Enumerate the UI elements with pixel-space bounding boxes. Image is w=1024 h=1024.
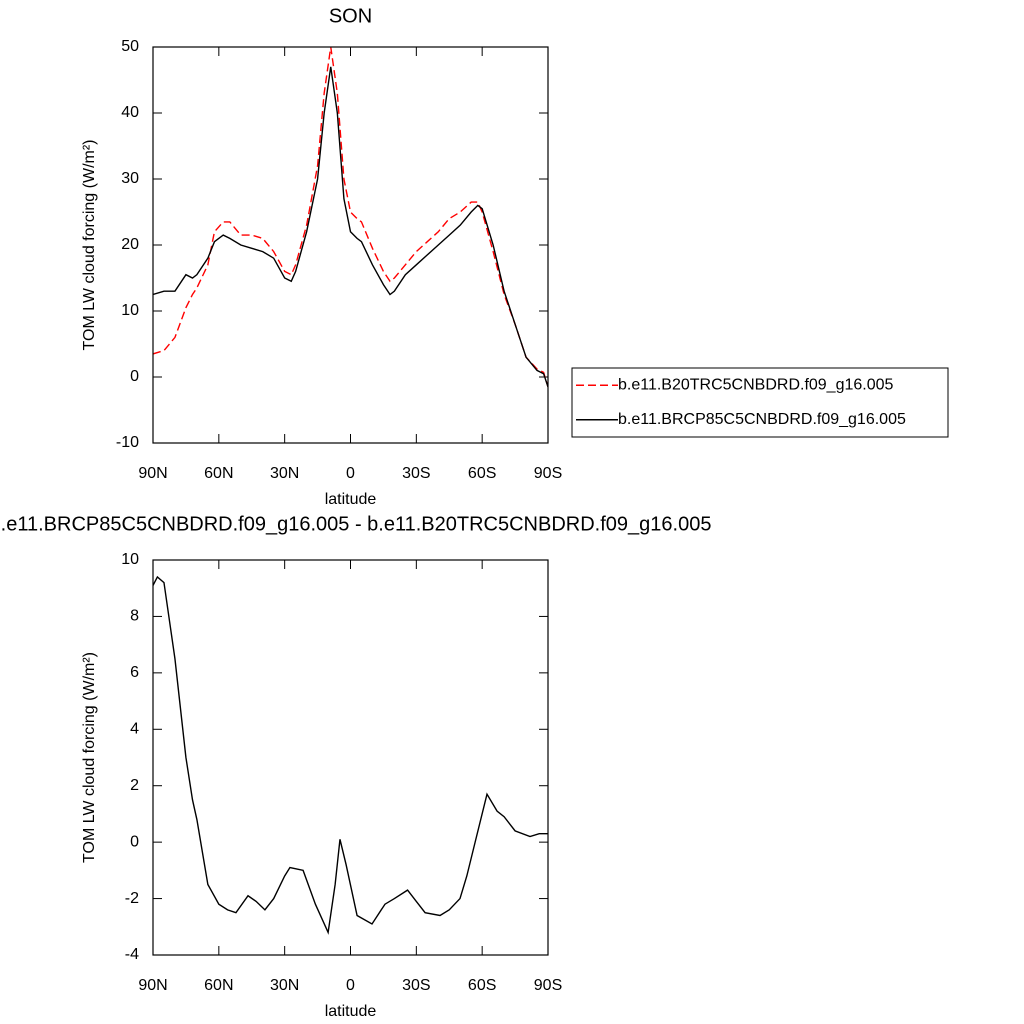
y-tick-label: 30 xyxy=(121,170,139,187)
x-tick-label: 0 xyxy=(346,977,355,994)
x-tick-label: 90S xyxy=(534,977,562,994)
y-axis-label: TOM LW cloud forcing (W/m²) xyxy=(81,652,98,863)
y-tick-label: 10 xyxy=(121,551,139,568)
data-line xyxy=(153,575,548,935)
x-tick-label: 0 xyxy=(346,465,355,482)
data-line xyxy=(153,47,548,388)
y-tick-label: 4 xyxy=(130,721,139,738)
x-axis-label: latitude xyxy=(325,491,377,508)
y-tick-label: 0 xyxy=(130,833,139,850)
x-axis-label: latitude xyxy=(325,1003,377,1020)
y-tick-label: -4 xyxy=(125,946,139,963)
y-tick-label: 8 xyxy=(130,608,139,625)
y-tick-label: 20 xyxy=(121,236,139,253)
x-tick-label: 60N xyxy=(204,465,233,482)
y-tick-label: 2 xyxy=(130,777,139,794)
y-tick-label: 50 xyxy=(121,38,139,55)
plot-frame xyxy=(152,559,549,956)
x-tick-label: 90N xyxy=(138,977,167,994)
y-tick-label: 0 xyxy=(130,368,139,385)
legend-label: b.e11.B20TRC5CNBDRD.f09_g16.005 xyxy=(618,376,894,393)
chart-title: b.e11.BRCP85C5CNBDRD.f09_g16.005 - b.e11… xyxy=(0,513,711,535)
y-tick-label: 10 xyxy=(121,302,139,319)
legend-label: b.e11.BRCP85C5CNBDRD.f09_g16.005 xyxy=(618,411,906,428)
x-tick-label: 90S xyxy=(534,465,562,482)
x-tick-label: 60S xyxy=(468,977,496,994)
x-tick-label: 60S xyxy=(468,465,496,482)
x-tick-label: 60N xyxy=(204,977,233,994)
x-tick-label: 30N xyxy=(270,977,299,994)
y-tick-label: 6 xyxy=(130,664,139,681)
chart-title: SON xyxy=(329,5,372,27)
x-tick-label: 90N xyxy=(138,465,167,482)
legend-box xyxy=(571,367,949,438)
plot-frame xyxy=(152,46,549,444)
y-axis-label: TOM LW cloud forcing (W/m²) xyxy=(81,140,98,351)
x-tick-label: 30S xyxy=(402,977,430,994)
x-tick-label: 30N xyxy=(270,465,299,482)
y-tick-label: -10 xyxy=(116,434,139,451)
y-tick-label: 40 xyxy=(121,104,139,121)
data-line xyxy=(153,66,548,388)
x-tick-label: 30S xyxy=(402,465,430,482)
y-tick-label: -2 xyxy=(125,890,139,907)
